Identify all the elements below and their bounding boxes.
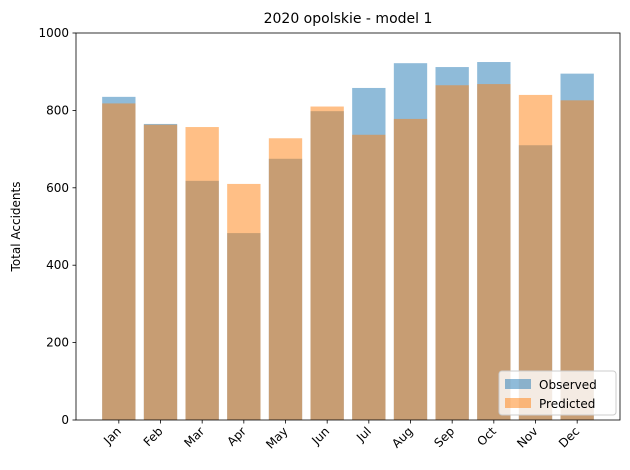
bar-predicted-jun [310,106,344,420]
bar-predicted-feb [143,124,178,421]
bar-predicted-dec [560,100,594,420]
bar-predicted-apr [227,183,261,420]
x-tick-label: Jan [100,424,124,448]
bar-predicted-may [268,138,303,420]
legend-label-observed: Observed [539,378,597,392]
y-tick-label: 400 [46,258,69,272]
x-tick-label: May [263,424,290,451]
legend-label-predicted: Predicted [539,397,595,411]
y-tick-label: 0 [61,413,69,427]
bars-layer [102,62,594,421]
x-tick-label: Aug [389,424,415,450]
bar-predicted-aug [393,118,428,420]
x-tick-label: Apr [224,424,249,449]
y-tick-label: 800 [46,103,69,117]
y-tick-label: 600 [46,181,69,195]
x-tick-label: Jun [308,424,332,448]
legend-swatch-predicted [505,398,531,408]
x-tick-label: Dec [556,424,582,450]
bar-predicted-oct [477,84,511,421]
x-tick-label: Sep [431,424,457,450]
x-tick-label: Mar [181,424,207,450]
bar-predicted-mar [185,127,219,420]
chart-title: 2020 opolskie - model 1 [264,11,433,27]
x-tick-label: Oct [474,424,499,449]
bar-predicted-jan [102,103,136,421]
bar-predicted-nov [518,94,553,421]
legend-swatch-observed [505,379,531,389]
legend: Observed Predicted [498,370,617,416]
y-tick-label: 1000 [38,26,69,40]
bar-predicted-sep [435,85,469,421]
plot-frame [75,32,621,421]
y-axis-label: Total Accidents [9,182,23,273]
x-tick-label: Feb [141,424,166,449]
y-tick-label: 200 [46,336,69,350]
x-tick-label: Jul [353,424,374,445]
x-tick-label: Nov [514,424,540,450]
bar-predicted-jul [352,134,386,420]
